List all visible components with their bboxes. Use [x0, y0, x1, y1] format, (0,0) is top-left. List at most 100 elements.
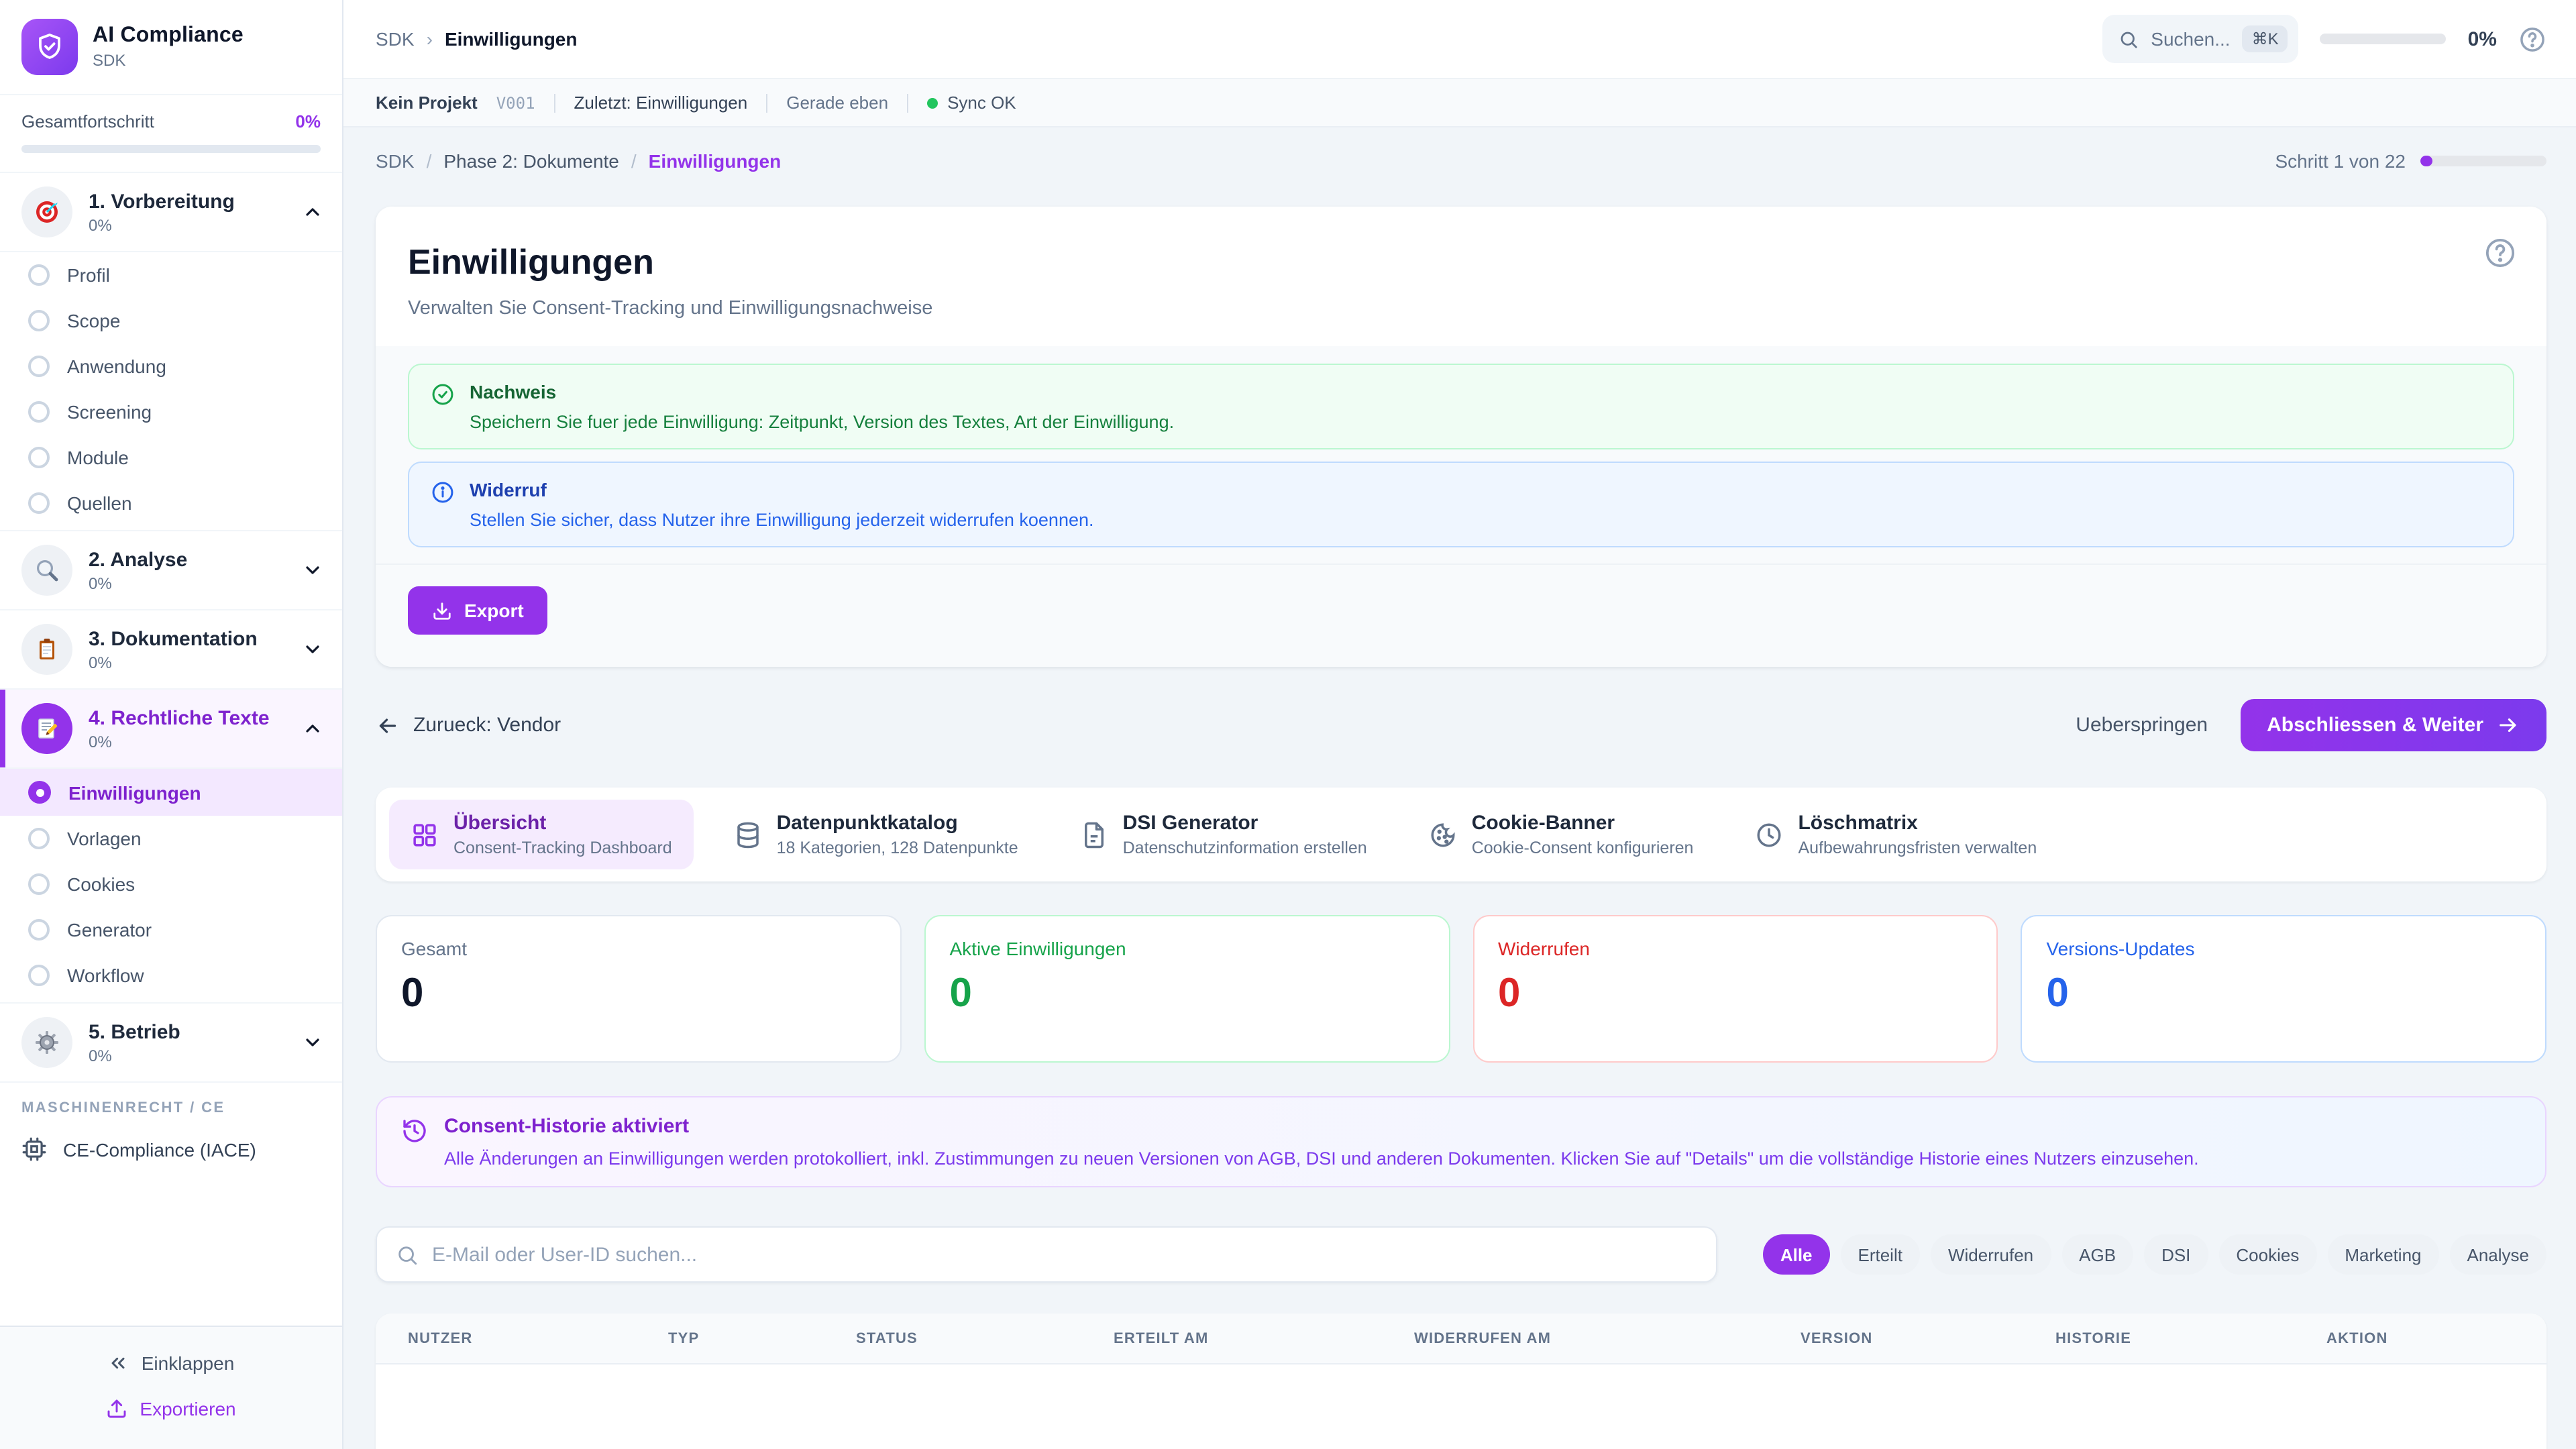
stat-gesamt: Gesamt 0	[376, 915, 902, 1063]
filter-pill-widerrufen[interactable]: Widerrufen	[1930, 1234, 2051, 1275]
sidebar-section-rechtliche-texte[interactable]: 4. Rechtliche Texte 0%	[0, 690, 342, 769]
step-circle-icon	[28, 492, 50, 514]
app-title-block: AI Compliance SDK	[93, 24, 244, 70]
export-button[interactable]: Export	[408, 586, 548, 635]
filter-pill-cookies[interactable]: Cookies	[2218, 1234, 2317, 1275]
step-progress-track	[2420, 156, 2546, 166]
user-search-input[interactable]	[432, 1243, 1697, 1266]
section-label: 5. Betrieb	[89, 1020, 180, 1043]
main-area: SDK › Einwilligungen Suchen... ⌘K 0% Kei…	[343, 0, 2576, 1449]
step-circle-icon	[28, 310, 50, 331]
sidebar-item-vorlagen[interactable]: Vorlagen	[0, 816, 342, 861]
card-footer: Export	[376, 564, 2546, 667]
tab-datenpunktkatalog[interactable]: Datenpunktkatalog 18 Kategorien, 128 Dat…	[712, 800, 1040, 869]
section-pct: 0%	[89, 574, 112, 592]
tab-dsi-generator[interactable]: DSI Generator Datenschutzinformation ers…	[1059, 800, 1389, 869]
section-pct: 0%	[89, 1046, 112, 1065]
sidebar-section-vorbereitung[interactable]: 1. Vorbereitung 0%	[0, 173, 342, 252]
tab-title: Datenpunktkatalog	[776, 812, 958, 835]
step-circle-icon	[28, 965, 50, 986]
breadcrumb-phase[interactable]: Phase 2: Dokumente	[443, 150, 619, 172]
tab-title: Cookie-Banner	[1471, 812, 1615, 835]
sidebar-footer: Einklappen Exportieren	[0, 1326, 342, 1449]
top-header: SDK › Einwilligungen Suchen... ⌘K 0%	[343, 0, 2576, 79]
step-progress: Schritt 1 von 22	[2275, 150, 2546, 172]
sidebar-item-screening[interactable]: Screening	[0, 389, 342, 435]
tab-loeschmatrix[interactable]: Löschmatrix Aufbewahrungsfristen verwalt…	[1733, 800, 2058, 869]
einwilligungen-card: Einwilligungen Verwalten Sie Consent-Tra…	[376, 207, 2546, 667]
col-erteilt-am: Erteilt am	[1114, 1330, 1209, 1346]
export-sidebar-button[interactable]: Exportieren	[0, 1390, 342, 1428]
filter-pill-erteilt[interactable]: Erteilt	[1840, 1234, 1920, 1275]
page-breadcrumb: SDK / Phase 2: Dokumente / Einwilligunge…	[376, 150, 2546, 172]
sidebar-item-ce-compliance[interactable]: CE-Compliance (IACE)	[0, 1124, 342, 1174]
sidebar: AI Compliance SDK Gesamtfortschritt 0%	[0, 0, 343, 1449]
project-version: V001	[496, 93, 535, 112]
help-icon[interactable]	[2518, 25, 2546, 53]
page-title: Einwilligungen	[408, 241, 654, 282]
stat-label: Versions-Updates	[2046, 938, 2195, 959]
nachweis-callout: Nachweis Speichern Sie fuer jede Einwill…	[408, 364, 2514, 449]
filter-pill-marketing[interactable]: Marketing	[2327, 1234, 2439, 1275]
magnifier-icon	[21, 545, 72, 596]
global-search-input[interactable]: Suchen... ⌘K	[2102, 15, 2299, 63]
breadcrumb-root[interactable]: SDK	[376, 28, 415, 50]
sidebar-item-module[interactable]: Module	[0, 435, 342, 480]
search-icon	[398, 1246, 417, 1265]
callout-text: Stellen Sie sicher, dass Nutzer ihre Ein…	[470, 510, 1094, 530]
sidebar-section-analyse[interactable]: 2. Analyse 0%	[0, 531, 342, 610]
sidebar-section-dokumentation[interactable]: 3. Dokumentation 0%	[0, 610, 342, 690]
filter-pill-analyse[interactable]: Analyse	[2449, 1234, 2546, 1275]
header-progress-track	[2320, 34, 2447, 44]
consent-history-banner: Consent-Historie aktiviert Alle Änderung…	[376, 1096, 2546, 1187]
search-placeholder: Suchen...	[2151, 28, 2231, 50]
clock-icon	[1755, 820, 1783, 849]
header-breadcrumb: SDK › Einwilligungen	[376, 28, 578, 50]
section-pct: 0%	[89, 732, 112, 751]
sidebar-item-workflow[interactable]: Workflow	[0, 953, 342, 1004]
database-icon	[734, 820, 762, 849]
sidebar-section-betrieb[interactable]: 5. Betrieb 0%	[0, 1004, 342, 1083]
filter-pills: Alle Erteilt Widerrufen AGB DSI Cookies …	[1762, 1234, 2546, 1275]
divider	[553, 93, 555, 112]
step-circle-icon	[28, 264, 50, 286]
step-circle-icon	[28, 356, 50, 377]
tab-subtitle: Cookie-Consent konfigurieren	[1471, 839, 1694, 857]
chevron-down-icon	[302, 639, 323, 660]
callout-text: Speichern Sie fuer jede Einwilligung: Ze…	[470, 412, 1175, 432]
sidebar-item-cookies[interactable]: Cookies	[0, 861, 342, 907]
status-bar: Kein Projekt V001 Zuletzt: Einwilligunge…	[343, 79, 2576, 127]
col-historie: Historie	[2055, 1330, 2132, 1346]
sidebar-item-profil[interactable]: Profil	[0, 252, 342, 298]
sidebar-item-generator[interactable]: Generator	[0, 907, 342, 953]
table-header-row: Nutzer Typ Status Erteilt am Widerrufen …	[376, 1313, 2546, 1364]
filter-pill-agb[interactable]: AGB	[2061, 1234, 2134, 1275]
back-button[interactable]: Zurueck: Vendor	[376, 713, 561, 737]
filter-pill-alle[interactable]: Alle	[1762, 1234, 1830, 1275]
section-pct: 0%	[89, 653, 112, 672]
complete-next-button[interactable]: Abschliessen & Weiter	[2240, 699, 2546, 751]
radio-checked-icon	[28, 781, 51, 804]
document-icon	[1080, 820, 1108, 849]
tab-cookie-banner[interactable]: Cookie-Banner Cookie-Consent konfigurier…	[1407, 800, 1715, 869]
chevron-up-icon	[302, 201, 323, 223]
sidebar-item-scope[interactable]: Scope	[0, 298, 342, 343]
collapse-sidebar-button[interactable]: Einklappen	[0, 1344, 342, 1382]
card-help-icon[interactable]	[2483, 236, 2517, 270]
sidebar-item-einwilligungen[interactable]: Einwilligungen	[0, 769, 342, 816]
stat-label: Aktive Einwilligungen	[949, 938, 1126, 959]
search-icon	[2121, 31, 2137, 48]
step-circle-icon	[28, 828, 50, 849]
breadcrumb-sdk[interactable]: SDK	[376, 150, 415, 172]
tab-subtitle: 18 Kategorien, 128 Datenpunkte	[776, 839, 1018, 857]
filter-pill-dsi[interactable]: DSI	[2144, 1234, 2208, 1275]
tab-uebersicht[interactable]: Übersicht Consent-Tracking Dashboard	[389, 800, 694, 869]
col-nutzer: Nutzer	[408, 1330, 473, 1346]
sidebar-group-label: MASCHINENRECHT / CE	[21, 1100, 225, 1116]
overall-progress: Gesamtfortschritt 0%	[0, 95, 342, 173]
sidebar-item-quellen[interactable]: Quellen	[0, 480, 342, 531]
user-search-box	[376, 1226, 1717, 1283]
sidebar-item-anwendung[interactable]: Anwendung	[0, 343, 342, 389]
skip-button[interactable]: Ueberspringen	[2076, 714, 2208, 737]
cookie-icon	[1429, 820, 1457, 849]
